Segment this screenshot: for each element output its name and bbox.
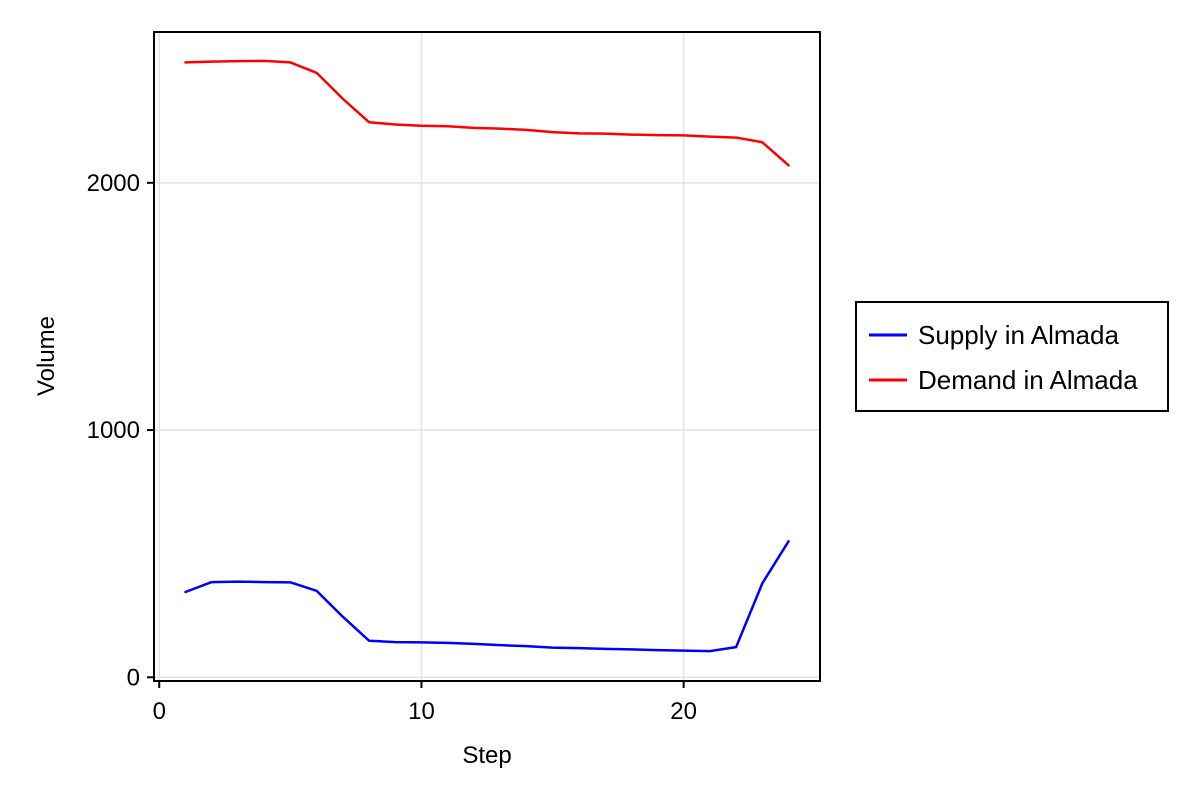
- y-tick-label-0: 0: [127, 664, 140, 691]
- plot-area-frame: [153, 31, 821, 682]
- x-axis-label: Step: [462, 742, 511, 769]
- legend: Supply in Almada Demand in Almada: [855, 301, 1169, 412]
- y-tick-label-2: 2000: [87, 170, 140, 197]
- x-axis-ticks: 0 10 20: [153, 681, 697, 725]
- legend-label-supply: Supply in Almada: [918, 320, 1119, 350]
- series-lines: [184, 59, 790, 653]
- series-line-supply: [184, 540, 790, 653]
- legend-label-demand: Demand in Almada: [918, 365, 1138, 395]
- series-line-demand: [184, 59, 790, 167]
- x-tick-label-0: 0: [153, 698, 166, 725]
- grid-lines: [154, 32, 820, 681]
- y-axis-label: Volume: [33, 316, 60, 396]
- y-axis-ticks: 0 1000 2000: [87, 170, 154, 691]
- x-tick-label-1: 10: [408, 698, 435, 725]
- x-tick-label-2: 20: [670, 698, 697, 725]
- legend-box: [855, 301, 1169, 412]
- y-tick-label-1: 1000: [87, 417, 140, 444]
